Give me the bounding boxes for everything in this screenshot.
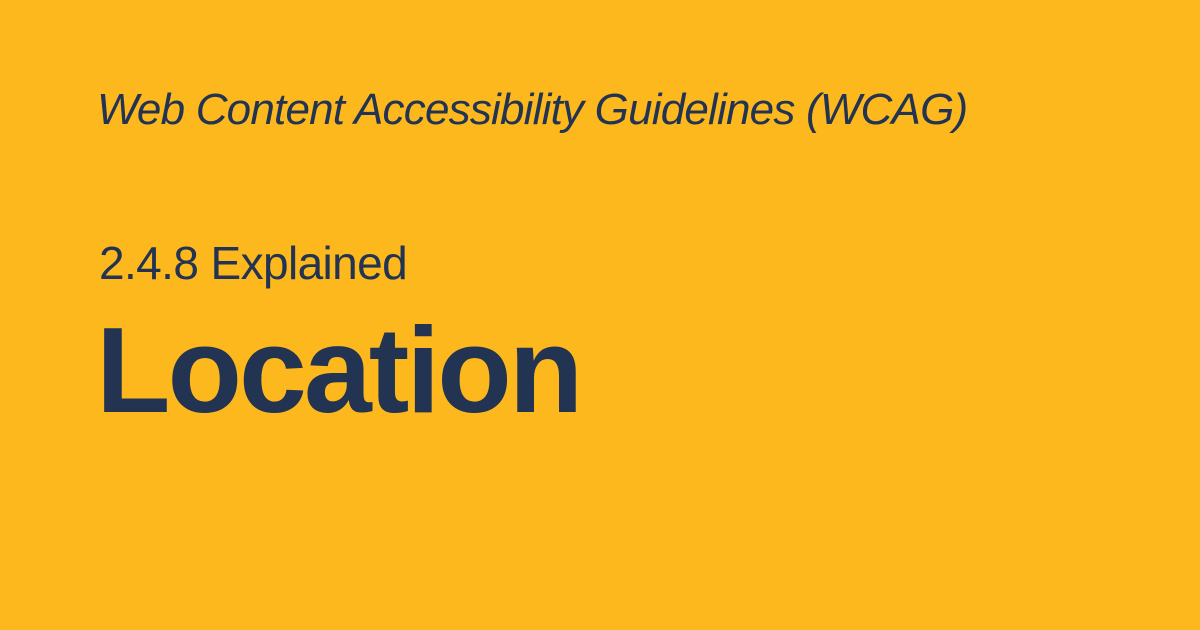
card-subtitle: 2.4.8 Explained [99, 237, 408, 289]
card-title: Location [96, 302, 583, 438]
card-kicker: Web Content Accessibility Guidelines (WC… [97, 85, 968, 134]
